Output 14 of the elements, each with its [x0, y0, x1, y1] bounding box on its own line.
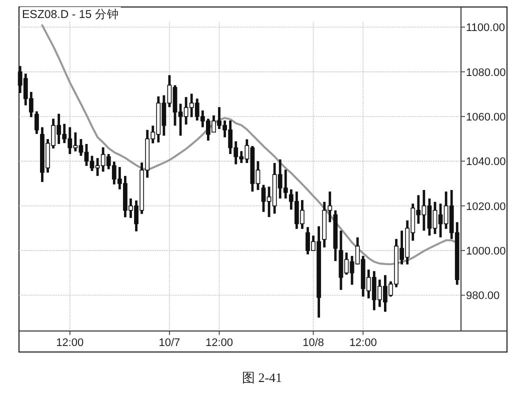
x-tick-label: 12:00	[56, 337, 84, 349]
y-tick-label: 1100.00	[466, 22, 505, 34]
y-tick-label: 1020.00	[466, 200, 506, 213]
y-tick-label: 1080.00	[466, 66, 506, 79]
caption: 图 2-41	[242, 370, 282, 385]
y-tick-label: 980.00	[466, 290, 500, 302]
y-tick-label: 1000.00	[466, 246, 506, 258]
y-tick-label: 1060.00	[466, 111, 506, 124]
y-tick-label: 1040.00	[466, 156, 506, 168]
x-tick-label: 10/8	[302, 337, 324, 349]
chart-title: ESZ08.D - 15 分钟	[22, 8, 119, 21]
x-tick-label: 12:00	[205, 337, 234, 349]
x-tick-label: 12:00	[349, 337, 377, 349]
x-tick-label: 10/7	[158, 337, 180, 349]
